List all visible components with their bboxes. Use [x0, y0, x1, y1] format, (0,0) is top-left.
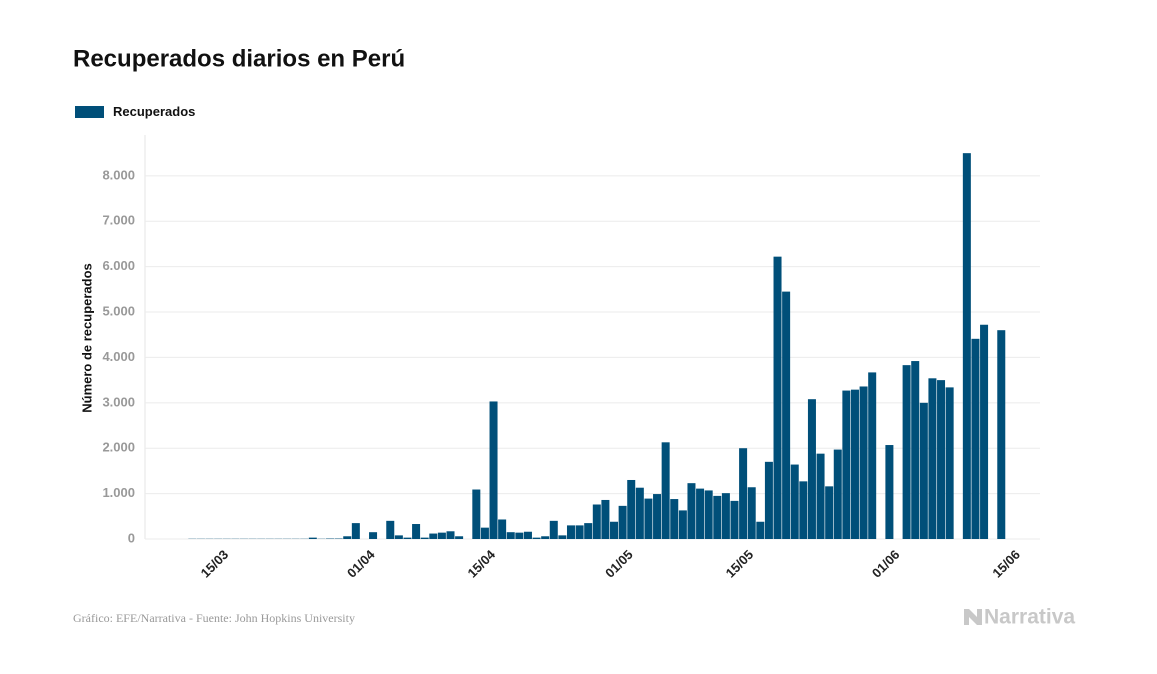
bar — [308, 537, 317, 539]
x-tick-label: 01/04 — [344, 546, 378, 580]
x-tick-label: 15/05 — [723, 547, 757, 581]
bar — [885, 445, 894, 539]
bar — [532, 537, 541, 539]
bar — [541, 536, 550, 539]
bar — [850, 389, 859, 539]
legend-swatch — [75, 106, 104, 118]
bar — [610, 521, 619, 539]
bar — [558, 535, 567, 539]
bar — [782, 291, 791, 539]
bar — [962, 153, 971, 540]
bar — [489, 401, 498, 539]
bar — [420, 537, 429, 539]
bar — [928, 378, 937, 539]
bar — [549, 520, 558, 539]
bar — [506, 532, 515, 539]
x-tick-label: 15/03 — [198, 547, 232, 581]
bar — [627, 479, 636, 539]
bar — [644, 498, 653, 539]
bar — [592, 504, 601, 539]
x-tick-label: 01/05 — [602, 547, 636, 581]
y-tick-label: 4.000 — [102, 349, 135, 364]
y-tick-label: 0 — [128, 530, 135, 545]
source: Gráfico: EFE/Narrativa - Fuente: John Ho… — [73, 611, 355, 625]
bar — [351, 523, 360, 539]
bar — [980, 324, 989, 539]
bar — [997, 330, 1006, 539]
legend-label: Recuperados — [113, 104, 195, 119]
bar — [721, 493, 730, 539]
bar — [480, 527, 489, 539]
bar — [661, 442, 670, 539]
y-tick-label: 7.000 — [102, 213, 135, 228]
bar — [394, 535, 403, 539]
bar — [747, 487, 756, 539]
bar — [764, 461, 773, 539]
logo-icon — [964, 609, 982, 625]
bar — [403, 537, 412, 539]
bar — [446, 531, 455, 539]
bar — [584, 523, 593, 539]
bar — [756, 521, 765, 539]
y-tick-label: 2.000 — [102, 440, 135, 455]
bar — [825, 486, 834, 539]
bar — [523, 531, 532, 539]
bar — [704, 490, 713, 539]
bar — [696, 488, 705, 539]
bar — [670, 499, 679, 539]
bar — [730, 500, 739, 539]
bar — [919, 402, 928, 539]
bar — [902, 365, 911, 539]
y-tick-label: 5.000 — [102, 303, 135, 318]
y-axis-label: Número de recuperados — [79, 263, 94, 413]
y-tick-label: 1.000 — [102, 485, 135, 500]
y-tick-label: 6.000 — [102, 258, 135, 273]
bar — [437, 532, 446, 539]
bar — [842, 390, 851, 539]
bar — [575, 525, 584, 539]
bar — [472, 489, 481, 539]
bar — [739, 448, 748, 539]
bar — [386, 520, 395, 539]
bar — [678, 510, 687, 539]
bar — [653, 494, 662, 539]
y-tick-label: 8.000 — [102, 167, 135, 182]
bar — [429, 533, 438, 539]
bar — [937, 380, 946, 539]
bar — [635, 487, 644, 539]
logo: Narrativa — [984, 606, 1075, 629]
bar — [971, 338, 980, 539]
bar — [799, 481, 808, 539]
bar — [859, 386, 868, 539]
bar — [911, 361, 920, 539]
bar — [369, 532, 378, 539]
bar — [687, 483, 696, 539]
x-tick-label: 15/06 — [989, 547, 1023, 581]
x-tick-label: 01/06 — [869, 547, 903, 581]
bar — [601, 499, 610, 539]
bar — [868, 372, 877, 539]
bar — [945, 387, 954, 539]
bar — [498, 519, 507, 539]
bar — [515, 532, 524, 539]
bar — [343, 536, 352, 539]
bar — [833, 449, 842, 539]
bar — [790, 464, 799, 539]
x-tick-label: 15/04 — [464, 546, 498, 580]
bar — [618, 505, 627, 539]
bar — [816, 453, 825, 539]
bar — [455, 536, 464, 539]
bar — [773, 256, 782, 539]
bar — [566, 525, 575, 539]
bar — [412, 524, 421, 539]
bar — [807, 399, 816, 539]
chart-title: Recuperados diarios en Perú — [73, 45, 405, 72]
y-tick-label: 3.000 — [102, 394, 135, 409]
bar — [713, 495, 722, 539]
